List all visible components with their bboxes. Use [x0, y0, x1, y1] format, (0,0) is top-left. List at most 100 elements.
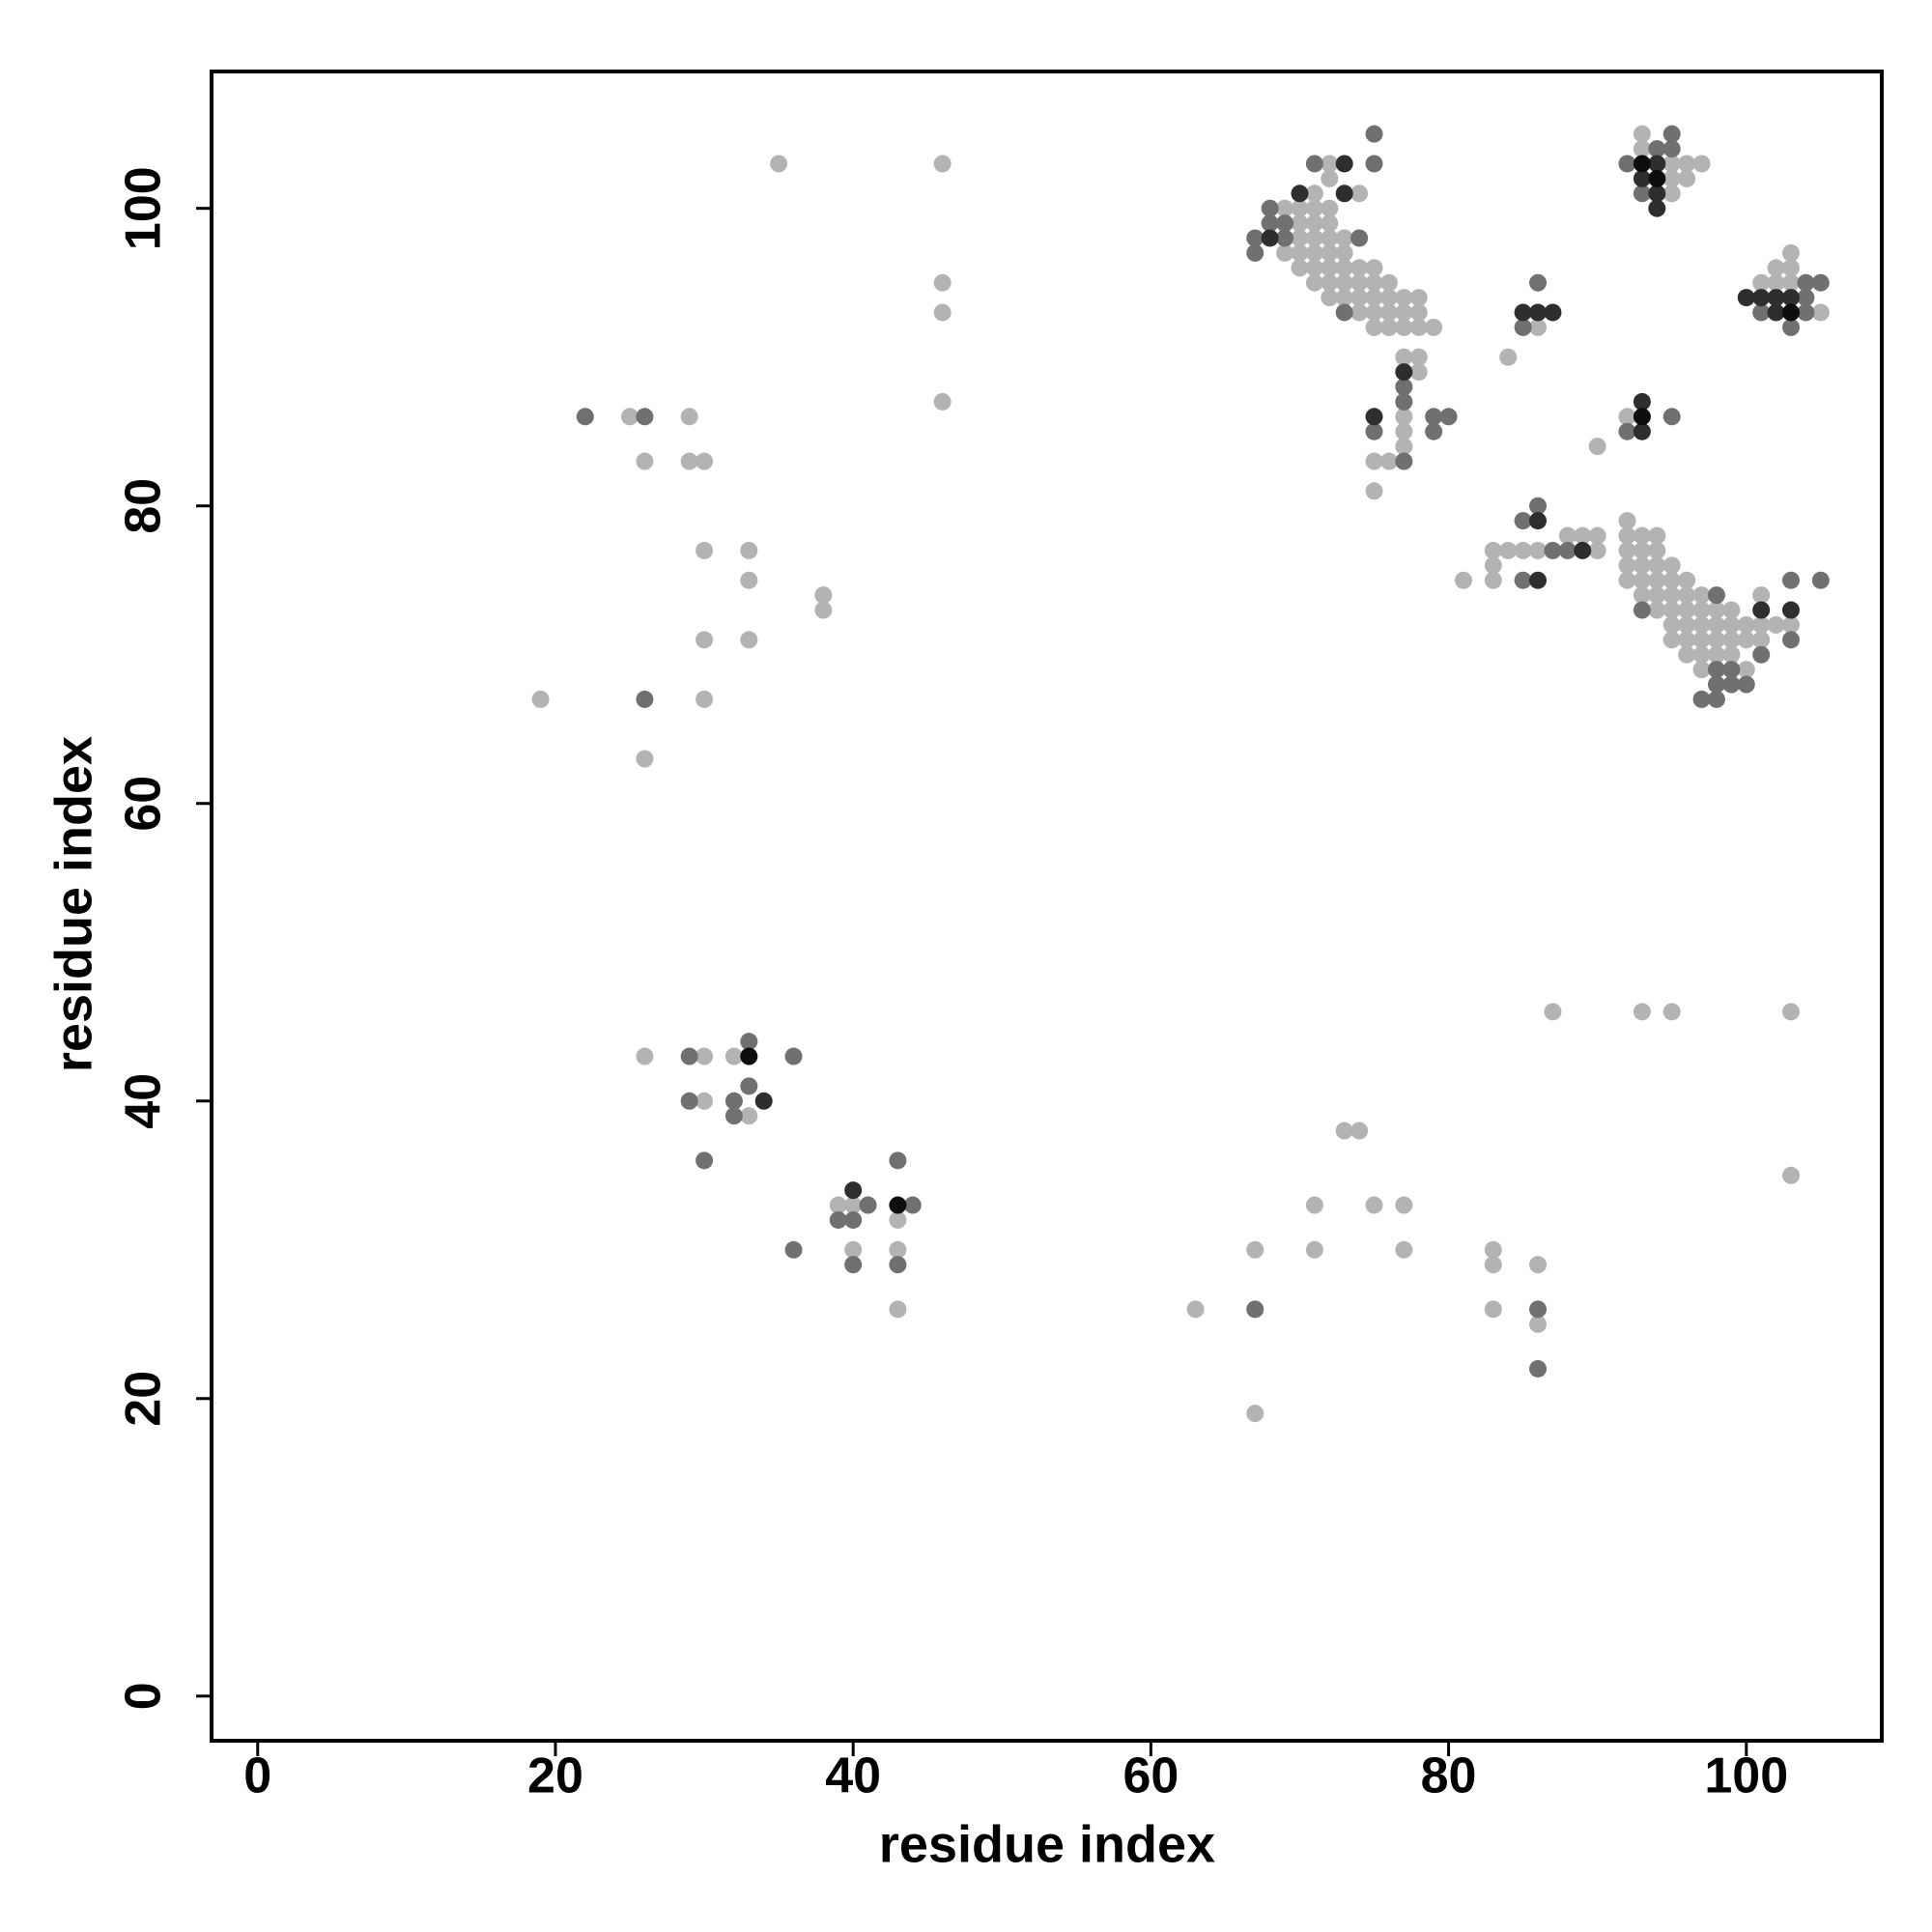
point	[784, 1047, 803, 1065]
point	[696, 690, 714, 708]
point	[1722, 661, 1741, 679]
point	[1588, 526, 1606, 545]
point	[1678, 155, 1696, 173]
point	[1379, 452, 1398, 470]
point	[740, 1077, 758, 1095]
point	[1633, 601, 1651, 619]
point	[844, 1196, 863, 1214]
point	[1767, 289, 1785, 307]
point	[1484, 541, 1502, 559]
point	[1484, 1240, 1502, 1259]
point	[1395, 452, 1413, 470]
point	[1350, 229, 1369, 247]
point	[1648, 155, 1666, 173]
point	[1291, 229, 1309, 247]
point	[1439, 408, 1458, 426]
point	[1781, 318, 1800, 336]
point	[1365, 259, 1383, 277]
point	[576, 408, 594, 426]
point	[1737, 661, 1755, 679]
point	[1335, 185, 1353, 203]
point	[1276, 243, 1294, 262]
point	[1350, 289, 1369, 307]
point	[1707, 690, 1725, 708]
point	[1365, 318, 1383, 336]
point	[1707, 661, 1725, 679]
point	[1484, 1256, 1502, 1274]
point	[1276, 199, 1294, 217]
point	[1321, 169, 1339, 187]
point	[933, 392, 952, 411]
point	[1335, 229, 1353, 247]
point	[933, 273, 952, 292]
point	[636, 750, 654, 768]
point	[1781, 1166, 1800, 1184]
point	[1633, 556, 1651, 575]
point	[844, 1256, 863, 1274]
point	[1484, 556, 1502, 575]
point	[1797, 289, 1815, 307]
point	[1365, 482, 1383, 500]
point	[1365, 408, 1383, 426]
point	[1321, 155, 1339, 173]
y-axis-label: residue index	[44, 736, 102, 1072]
point	[1335, 259, 1353, 277]
point	[1529, 1256, 1548, 1274]
point	[1335, 273, 1353, 292]
point	[1722, 631, 1741, 649]
point	[1305, 1240, 1323, 1259]
point	[1409, 303, 1428, 322]
point	[1395, 303, 1413, 322]
point	[1321, 214, 1339, 233]
y-tick-label: 20	[116, 1371, 172, 1427]
point	[1618, 571, 1636, 589]
point	[1797, 303, 1815, 322]
point	[1246, 1405, 1264, 1423]
point	[1246, 1300, 1264, 1319]
point	[903, 1196, 922, 1214]
point	[1767, 259, 1785, 277]
point	[1529, 273, 1548, 292]
point	[1588, 438, 1606, 456]
point	[1409, 289, 1428, 307]
point	[1752, 631, 1771, 649]
point	[1529, 318, 1548, 336]
point	[1767, 615, 1785, 634]
point	[784, 1240, 803, 1259]
point	[680, 1092, 698, 1110]
point	[1529, 497, 1548, 515]
point	[1692, 586, 1711, 605]
point	[1261, 199, 1279, 217]
point	[680, 408, 698, 426]
point	[1678, 645, 1696, 664]
point	[1648, 169, 1666, 187]
point	[1499, 348, 1518, 366]
point	[1291, 199, 1309, 217]
point	[1291, 259, 1309, 277]
point	[1305, 185, 1323, 203]
point	[859, 1196, 877, 1214]
point	[1529, 303, 1548, 322]
point	[1305, 1196, 1323, 1214]
point	[1678, 601, 1696, 619]
point	[1752, 303, 1771, 322]
point	[1662, 155, 1681, 173]
point	[1633, 185, 1651, 203]
point	[1291, 243, 1309, 262]
point	[1648, 556, 1666, 575]
y-tick-label: 60	[116, 776, 172, 832]
point	[1737, 289, 1755, 307]
point	[1379, 318, 1398, 336]
point	[1662, 125, 1681, 143]
point	[1365, 303, 1383, 322]
point	[1648, 571, 1666, 589]
point	[1395, 378, 1413, 396]
point	[1781, 259, 1800, 277]
x-tick-label: 40	[825, 1748, 881, 1804]
point	[1544, 1003, 1562, 1021]
point	[1618, 541, 1636, 559]
point	[696, 1047, 714, 1065]
point	[1529, 1315, 1548, 1333]
point	[1574, 526, 1592, 545]
